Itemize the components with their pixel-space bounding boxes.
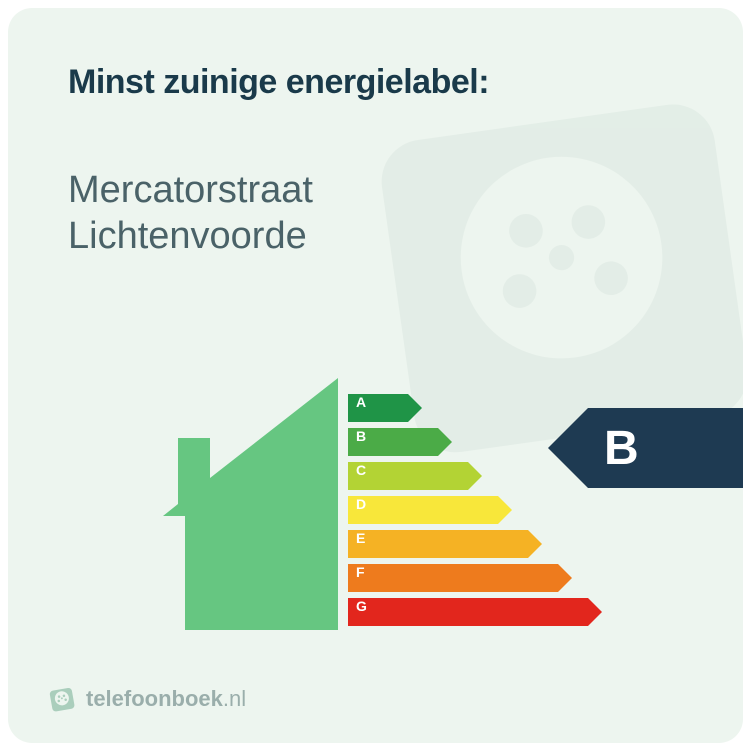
energy-label-card: Minst zuinige energielabel: Mercatorstra… (8, 8, 743, 743)
energy-bar-letter: F (356, 564, 365, 580)
energy-result-badge: B (548, 408, 743, 488)
energy-bar-letter: A (356, 394, 366, 410)
result-letter: B (604, 421, 639, 476)
result-badge-arrow (548, 408, 588, 488)
address-line-1: Mercatorstraat (68, 168, 313, 214)
address-line-2: Lichtenvoorde (68, 214, 313, 260)
energy-bar-letter: D (356, 496, 366, 512)
energy-bar-letter: C (356, 462, 366, 478)
energy-bar-letter: B (356, 428, 366, 444)
brand-name: telefoonboek (86, 686, 223, 711)
energy-label-graphic: A B C D E F G (163, 378, 563, 638)
energy-bar-e: E (348, 530, 602, 558)
energy-bar-d: D (348, 496, 602, 524)
address-block: Mercatorstraat Lichtenvoorde (68, 168, 313, 259)
footer-branding: telefoonboek.nl (48, 685, 246, 713)
energy-bar-letter: E (356, 530, 365, 546)
result-badge-body: B (588, 408, 743, 488)
energy-bar-f: F (348, 564, 602, 592)
brand-tld: .nl (223, 686, 246, 711)
energy-bar-letter: G (356, 598, 367, 614)
card-title: Minst zuinige energielabel: (68, 63, 489, 102)
phonebook-icon (46, 683, 78, 715)
energy-bar-g: G (348, 598, 602, 626)
house-icon (163, 378, 338, 638)
footer-text: telefoonboek.nl (86, 686, 246, 712)
